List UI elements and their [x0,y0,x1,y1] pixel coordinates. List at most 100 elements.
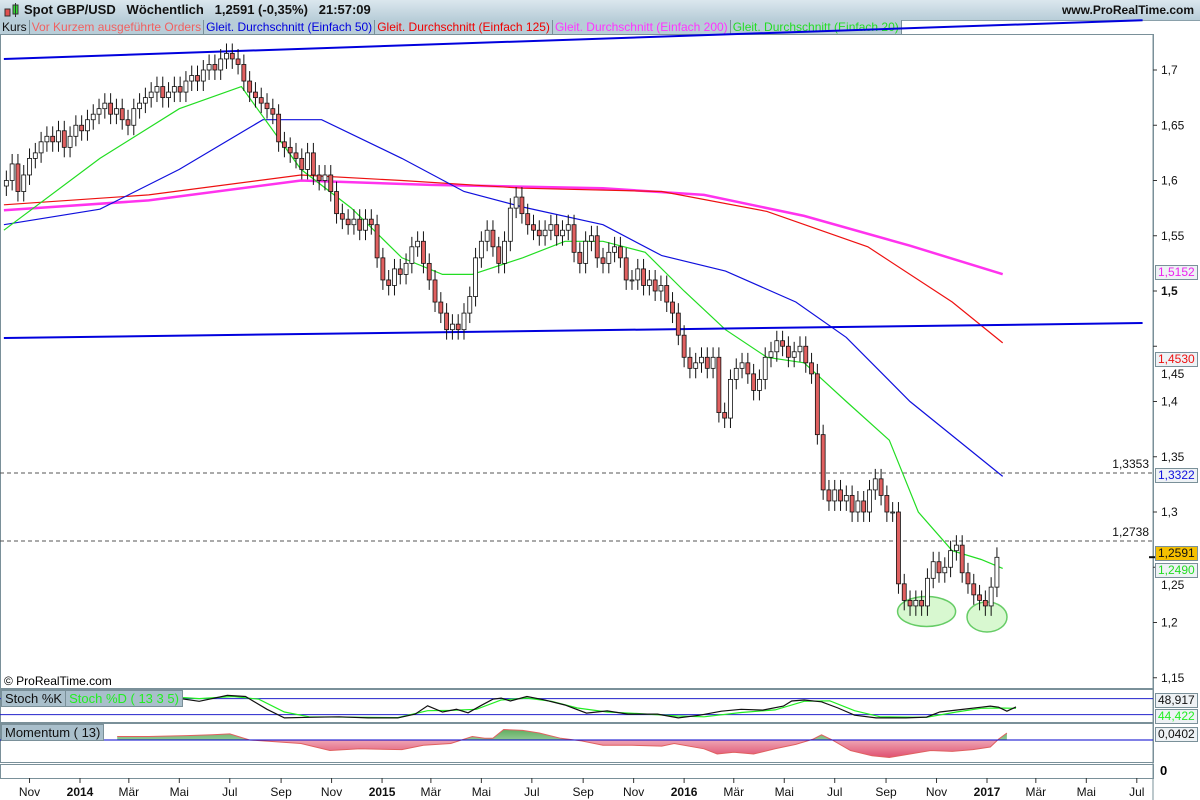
candle [90,104,96,130]
candle-body [548,224,554,231]
candle [85,109,90,141]
candle [693,352,699,379]
candle [212,54,218,80]
highlight-ellipse [966,601,1008,633]
bottom-panel-zero: 0 [1160,763,1168,778]
price-tick-label: 1,55 [1161,229,1185,243]
candle-body [21,174,27,192]
candle [44,126,50,152]
candle-body [287,146,293,154]
candle-body [96,108,102,115]
candle-body [415,240,421,248]
candle [757,369,762,401]
date-tick-label: Jul [827,785,842,799]
candle [675,303,681,346]
candle [716,347,722,423]
candle [948,540,953,578]
candle [386,270,392,296]
candle-body [339,213,345,220]
candle-body [177,86,183,93]
candle [977,584,982,611]
legend-recent-orders[interactable]: Vor Kurzem ausgeführte Orders [29,20,205,34]
candle [878,468,884,506]
legend-sma-200[interactable]: Gleit. Durchschnitt (Einfach 200) [552,20,731,34]
candle [316,165,322,191]
stoch-label[interactable]: Stoch %K Stoch %D ( 13 3 5) [1,690,183,707]
candle-body [646,279,652,286]
candle-body [3,180,9,187]
candle-body [212,64,218,71]
candle [171,76,177,103]
candle [670,292,675,324]
stoch-k-value: 48,917 [1155,693,1198,708]
momentum-positive-area [117,729,1007,740]
candle [606,242,612,274]
price-tick-label: 1,3 [1161,505,1178,519]
candle-body [351,218,357,226]
candle [617,236,623,268]
momentum-label[interactable]: Momentum ( 13) [1,724,105,741]
candle-body [733,367,739,380]
candle-body [484,229,490,242]
candle-body [536,229,542,237]
legend-sma-50[interactable]: Gleit. Durchschnitt (Einfach 50) [204,20,376,34]
legend-kurs[interactable]: Kurs [0,20,30,34]
candle-body [137,102,142,110]
price-tick-label: 1,6 [1161,174,1178,188]
candle-body [247,80,253,93]
candle [421,231,426,274]
candle [409,236,415,274]
candle [102,93,108,119]
candle-body [363,218,368,231]
panel-frame-0 [0,34,1154,689]
price-tick-label: 1,15 [1161,671,1185,685]
candle-body [455,323,461,331]
candle-body [67,135,73,148]
candle [467,286,473,324]
candle-body [774,340,780,353]
candle-body [90,113,96,121]
legend-sma-125[interactable]: Gleit. Durchschnitt (Einfach 125) [375,20,553,34]
date-tick-label: Mär [421,785,442,799]
candle-body [305,152,310,170]
candle-body [519,196,525,215]
sma200-value: 1,5152 [1155,265,1198,280]
candle [374,214,380,268]
site-link[interactable]: www.ProRealTime.com [1061,3,1194,17]
candle-body [478,240,484,259]
candle [513,187,519,219]
candle-body [224,53,229,60]
candle [160,76,166,108]
candle-body [583,240,589,264]
candle [867,479,872,522]
candle [392,258,397,296]
candle-body [826,489,832,502]
candle-body [867,489,872,513]
candle-body [397,268,403,275]
sma50-value: 1,3322 [1155,468,1198,483]
candle [490,220,496,257]
date-tick-label: Jul [222,785,237,799]
candle-body [629,279,635,282]
candle [229,43,235,69]
candle [293,142,299,169]
candle-body [235,58,241,65]
candle-body [925,577,930,607]
candle [339,203,345,230]
candle-body [959,544,965,574]
candle-body [403,262,409,275]
candle [166,82,171,108]
candle [536,220,542,246]
candle [826,479,832,511]
candle-body [745,362,751,375]
candle [444,303,450,340]
candle-body [670,301,675,314]
candle-body [971,583,977,596]
stoch-k-line [144,694,1017,719]
candle-body [849,495,855,513]
price-tick-label: 1,2 [1161,616,1178,630]
candle [872,468,878,500]
candle-body [936,561,942,574]
candle-body [739,362,745,369]
